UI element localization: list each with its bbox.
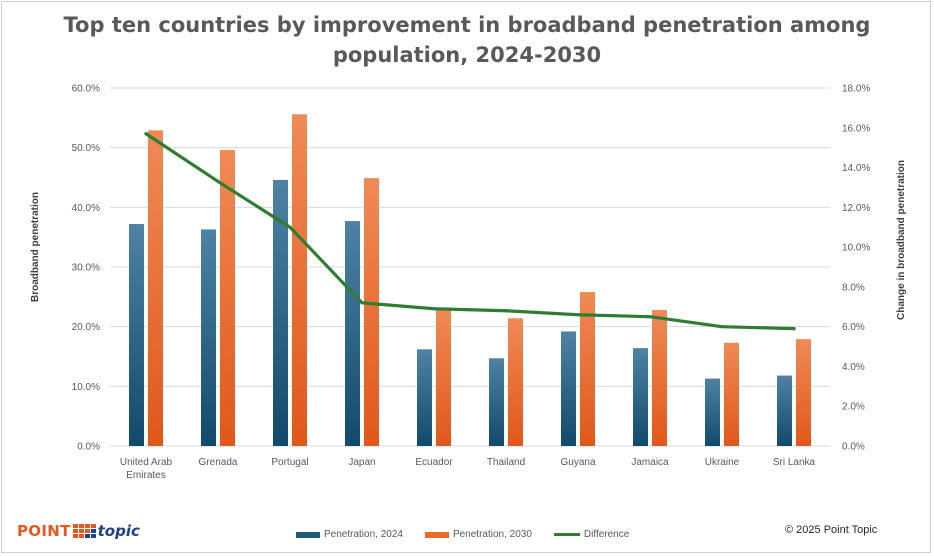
bar-2024: [417, 349, 432, 446]
y2-tick-label: 12.0%: [842, 203, 870, 214]
legend-item-2030: Penetration, 2030: [424, 529, 532, 540]
bar-2030: [796, 339, 811, 446]
difference-point: [792, 327, 796, 331]
difference-point: [216, 179, 220, 184]
y-axis-left-title: Broadband penetration: [30, 192, 41, 302]
difference-point: [648, 315, 652, 319]
y-tick-label: 40.0%: [72, 203, 100, 214]
bars: [129, 114, 811, 447]
bar-2030: [724, 342, 739, 446]
difference-point: [288, 225, 292, 229]
difference-point: [504, 309, 508, 313]
y-tick-label: 30.0%: [72, 263, 100, 274]
bar-2024: [201, 229, 216, 446]
bar-2024: [129, 224, 144, 446]
y-tick-label: 60.0%: [72, 84, 100, 95]
y2-tick-label: 8.0%: [842, 282, 865, 293]
y-tick-label: 0.0%: [77, 442, 100, 453]
legend: Penetration, 2024 Penetration, 2030 Diff…: [296, 529, 651, 540]
legend-label-difference: Difference: [583, 529, 630, 540]
category-label: Thailand: [487, 457, 525, 468]
category-label: United Arab Emirates: [120, 457, 173, 481]
bar-2030: [580, 292, 595, 446]
legend-swatch-2024: [296, 531, 320, 538]
bar-2030: [364, 178, 379, 446]
bar-2024: [489, 358, 504, 446]
bar-2024: [345, 221, 360, 446]
logo-grid-icon: [72, 524, 96, 538]
category-label: Ukraine: [705, 457, 740, 468]
bar-2030: [508, 318, 523, 446]
bar-2030: [220, 150, 235, 446]
y2-tick-label: 2.0%: [842, 402, 865, 413]
copyright-text: © 2025 Point Topic: [785, 524, 878, 536]
y2-tick-label: 4.0%: [842, 362, 865, 373]
y2-tick-label: 6.0%: [842, 322, 865, 333]
legend-label-2030: Penetration, 2030: [452, 529, 532, 540]
legend-item-difference: Difference: [553, 529, 630, 540]
x-axis-category-labels: United Arab Emirates Grenada Portugal Japan E…: [120, 457, 816, 481]
gridlines: [110, 87, 830, 447]
category-label: Jamaica: [631, 457, 669, 468]
category-label: Japan: [348, 457, 375, 468]
legend-swatch-2030: [424, 531, 449, 538]
y2-tick-label: 14.0%: [842, 163, 870, 174]
bar-2024: [273, 179, 288, 447]
y2-tick-label: 10.0%: [842, 243, 870, 254]
bar-2024: [777, 375, 792, 446]
y-tick-label: 50.0%: [72, 143, 100, 154]
y-tick-label: 20.0%: [72, 322, 100, 333]
y2-tick-label: 0.0%: [842, 442, 865, 453]
difference-point: [144, 132, 148, 136]
chart-title-line-1: Top ten countries by improvement in broa…: [63, 13, 871, 37]
difference-point: [720, 325, 724, 329]
difference-line-layer: [144, 132, 796, 331]
bar-2024: [633, 348, 648, 446]
difference-point: [360, 301, 364, 305]
chart-title: Top ten countries by improvement in broa…: [0, 10, 934, 70]
difference-point: [576, 313, 580, 317]
point-topic-logo: POINT topic: [17, 522, 140, 540]
bar-2024: [561, 331, 576, 446]
category-label: Guyana: [560, 457, 595, 468]
category-label: Grenada: [199, 457, 238, 468]
logo-word-point: POINT: [17, 522, 71, 540]
legend-swatch-difference: [553, 533, 580, 536]
bar-2030: [652, 309, 667, 446]
category-label: Ecuador: [415, 457, 453, 468]
chart-title-line-2: population, 2024-2030: [332, 43, 602, 67]
bar-2030: [292, 114, 307, 447]
y-axis-right-ticks: 0.0% 2.0% 4.0% 6.0% 8.0% 10.0% 12.0% 14.0% 16.0%…: [842, 84, 870, 453]
y2-tick-label: 16.0%: [842, 123, 870, 134]
bar-2030: [148, 130, 163, 446]
bar-2030: [436, 308, 451, 446]
y-tick-label: 10.0%: [72, 382, 100, 393]
logo-word-topic: topic: [97, 522, 140, 540]
y-axis-right-title: Change in broadband penetration: [896, 160, 907, 320]
y-axis-left-ticks: 0.0% 10.0% 20.0% 30.0% 40.0% 50.0% 60.0%: [72, 84, 100, 453]
category-label: Portugal: [271, 457, 308, 468]
category-label: Sri Lanka: [773, 457, 816, 468]
difference-point: [432, 307, 436, 311]
bar-2024: [705, 378, 720, 446]
y2-tick-label: 18.0%: [842, 84, 870, 95]
difference-line: [144, 132, 796, 331]
legend-item-2024: Penetration, 2024: [296, 529, 403, 540]
legend-label-2024: Penetration, 2024: [324, 529, 403, 540]
